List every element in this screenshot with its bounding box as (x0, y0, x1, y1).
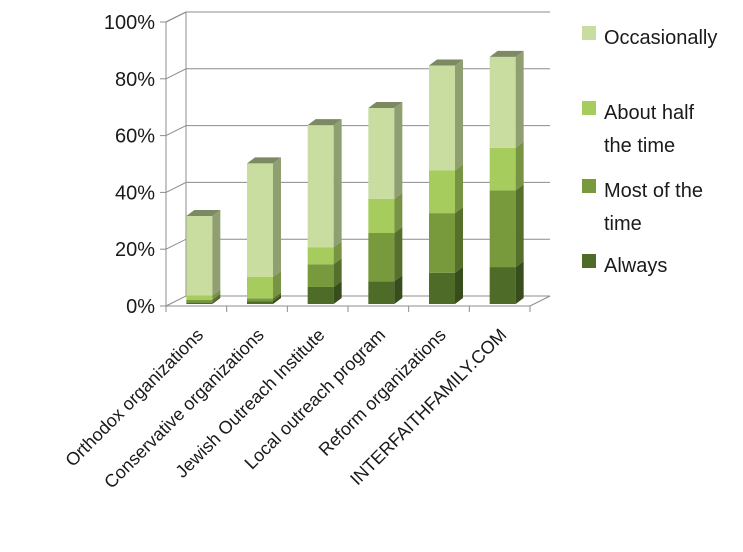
bar-segment-side (333, 119, 342, 248)
bar-top (307, 119, 342, 126)
bar-segment (247, 277, 273, 299)
gridline (165, 68, 550, 80)
bar-segment (429, 213, 455, 273)
y-axis: 0% 20% 40% 60% 80% 100% (104, 12, 166, 318)
bar-segment (186, 215, 213, 296)
bar-segment-side (333, 280, 342, 304)
legend-swatch (582, 101, 596, 115)
bar-segment (489, 190, 516, 268)
legend: Occasionally About half the time Most of th… (582, 26, 717, 277)
bar-segment (307, 286, 334, 304)
bar-segment-side (212, 289, 221, 300)
bar-segment (368, 281, 395, 304)
bar-segment-side (394, 102, 403, 199)
legend-label: Always (604, 255, 667, 277)
bar-top (489, 50, 524, 57)
bar-segment (489, 56, 516, 148)
bar-segment-side (515, 261, 524, 304)
bar-segment-side (333, 258, 342, 287)
bar-segment (489, 147, 516, 191)
bar-segment-side (515, 141, 524, 191)
bar-segment-side (273, 157, 281, 278)
bar-segment (186, 295, 213, 300)
bar-segment (429, 65, 455, 171)
bar-segment (368, 233, 395, 282)
bar-segment-side (394, 275, 403, 304)
bar-top (429, 59, 463, 66)
bar-segment-side (455, 59, 463, 171)
bars (186, 50, 524, 304)
bar-segment-side (455, 207, 463, 273)
bar-segment-side (455, 164, 463, 214)
y-tick-label: 60% (115, 126, 155, 148)
bar-top (247, 157, 281, 164)
bar-segment-side (515, 50, 524, 148)
y-tick-label: 40% (115, 182, 155, 204)
bar-segment (368, 198, 395, 233)
legend-label: time (604, 213, 642, 235)
gridlines (165, 11, 550, 250)
legend-label: the time (604, 135, 675, 157)
legend-label: Occasionally (604, 27, 717, 49)
bar-segment-side (212, 296, 221, 304)
bar-segment (247, 298, 273, 302)
bar-segment (429, 272, 455, 304)
bar-segment (186, 299, 213, 303)
bar-segment (307, 247, 334, 265)
bar-segment-side (273, 292, 281, 302)
bar-segment-side (273, 271, 281, 299)
bar-segment-side (394, 192, 403, 233)
gridline (165, 181, 550, 193)
legend-swatch (582, 179, 596, 193)
bar-top (368, 102, 403, 109)
bar-segment-side (212, 209, 221, 296)
bar-top (186, 209, 221, 216)
bar-segment-side (212, 293, 221, 303)
bar-segment-side (394, 227, 403, 282)
y-tick-label: 0% (126, 296, 155, 318)
bar-segment (368, 108, 395, 199)
bar-segment-side (515, 184, 524, 268)
legend-label: Most of the (604, 180, 703, 202)
y-tick-label: 20% (115, 239, 155, 261)
legend-swatch (582, 26, 596, 40)
bar-segment-side (273, 295, 281, 304)
bar-segment-side (333, 241, 342, 265)
bar-segment (307, 125, 334, 248)
legend-swatch (582, 254, 596, 268)
y-tick-label: 80% (115, 69, 155, 91)
bar-segment (489, 267, 516, 304)
bar-segment-side (455, 266, 463, 304)
legend-label: About half (604, 102, 695, 124)
y-tick-label: 100% (104, 12, 155, 34)
gridline (165, 125, 550, 137)
bar-segment (247, 301, 273, 304)
bar-segment (429, 170, 455, 214)
gridline (165, 238, 550, 250)
bar-segment (247, 163, 273, 278)
bar-segment (307, 264, 334, 287)
gridline (165, 11, 550, 23)
bar-segment (186, 302, 213, 304)
